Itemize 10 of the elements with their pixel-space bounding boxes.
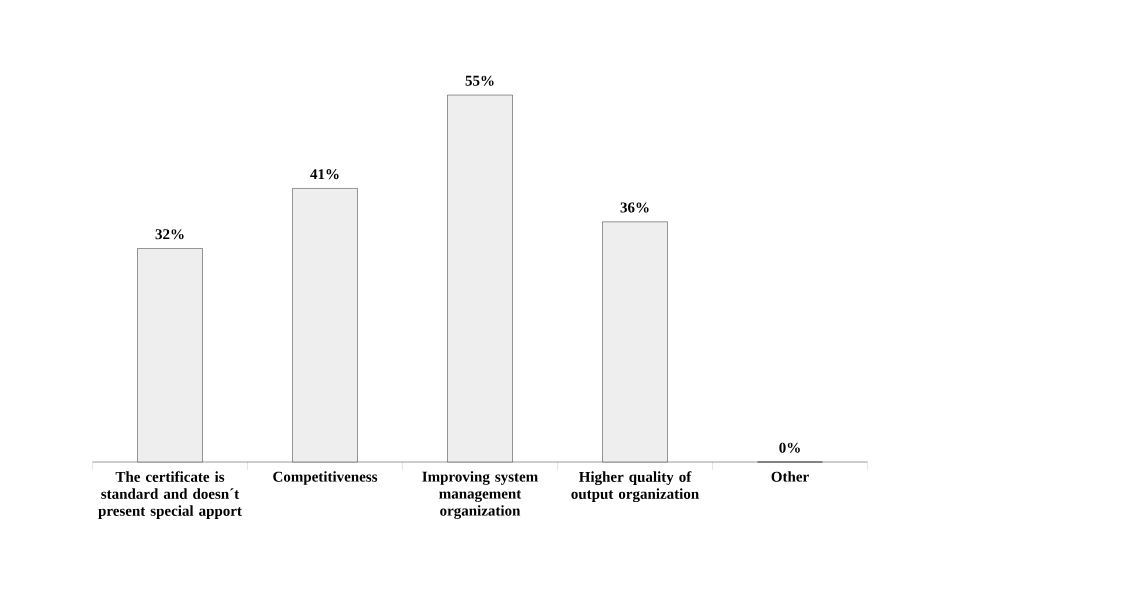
x-tick-label: Higher quality of output organization (571, 471, 699, 503)
data-label: 55% (465, 75, 494, 86)
x-tick-label: Improving system management organization (422, 471, 538, 519)
data-label: 41% (310, 169, 339, 180)
x-tick-label: Competitiveness (273, 471, 378, 485)
data-label: 0% (779, 442, 800, 453)
x-tick-label: Other (771, 471, 809, 482)
data-label: 32% (155, 229, 184, 240)
data-label: 36% (620, 202, 649, 213)
x-tick-label: The certificate is standard and doesn´t present special apport (98, 471, 242, 519)
